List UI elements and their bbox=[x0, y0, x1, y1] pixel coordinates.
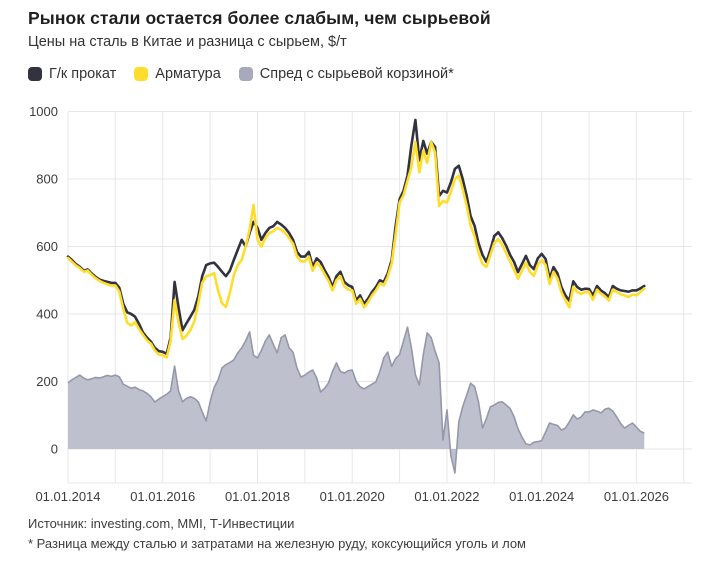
rebar-line bbox=[66, 140, 646, 359]
legend-item-hrc: Г/к прокат bbox=[28, 66, 116, 82]
y-axis-label: 600 bbox=[36, 239, 58, 254]
footnote: * Разница между сталью и затратами на же… bbox=[28, 536, 526, 551]
legend: Г/к прокат Арматура Спред с сырьевой кор… bbox=[28, 66, 454, 82]
source-note: Источник: investing.com, MMI, Т-Инвестиц… bbox=[28, 516, 295, 531]
legend-swatch-hrc-icon bbox=[28, 67, 42, 81]
legend-item-spread: Спред с сырьевой корзиной* bbox=[238, 66, 454, 82]
x-axis-label: 01.01.2026 bbox=[604, 489, 669, 504]
x-axis-label: 01.01.2022 bbox=[414, 489, 479, 504]
y-axis-label: 400 bbox=[36, 307, 58, 322]
chart-subtitle: Цены на сталь в Китае и разница с сырьем… bbox=[28, 34, 347, 50]
spread-area bbox=[68, 327, 645, 473]
legend-label-spread: Спред с сырьевой корзиной* bbox=[259, 66, 454, 82]
y-axis-label: 1000 bbox=[29, 104, 58, 119]
x-axis-label: 01.01.2020 bbox=[320, 489, 385, 504]
x-axis-label: 01.01.2016 bbox=[130, 489, 195, 504]
legend-label-hrc: Г/к прокат bbox=[49, 66, 117, 82]
legend-label-rebar: Арматура bbox=[155, 66, 221, 82]
y-axis-label: 0 bbox=[51, 442, 58, 457]
y-axis-label: 200 bbox=[36, 374, 58, 389]
x-axis-label: 01.01.2024 bbox=[509, 489, 574, 504]
legend-swatch-spread-icon bbox=[238, 67, 253, 81]
legend-item-rebar: Арматура bbox=[134, 66, 221, 82]
legend-swatch-rebar-icon bbox=[134, 67, 149, 81]
spread-area-edge bbox=[67, 326, 645, 474]
hrc-line bbox=[66, 118, 646, 356]
chart-title: Рынок стали остается более слабым, чем с… bbox=[28, 8, 491, 28]
y-axis-label: 800 bbox=[36, 172, 58, 187]
x-axis-label: 01.01.2014 bbox=[35, 489, 100, 504]
x-axis-label: 01.01.2018 bbox=[225, 489, 290, 504]
